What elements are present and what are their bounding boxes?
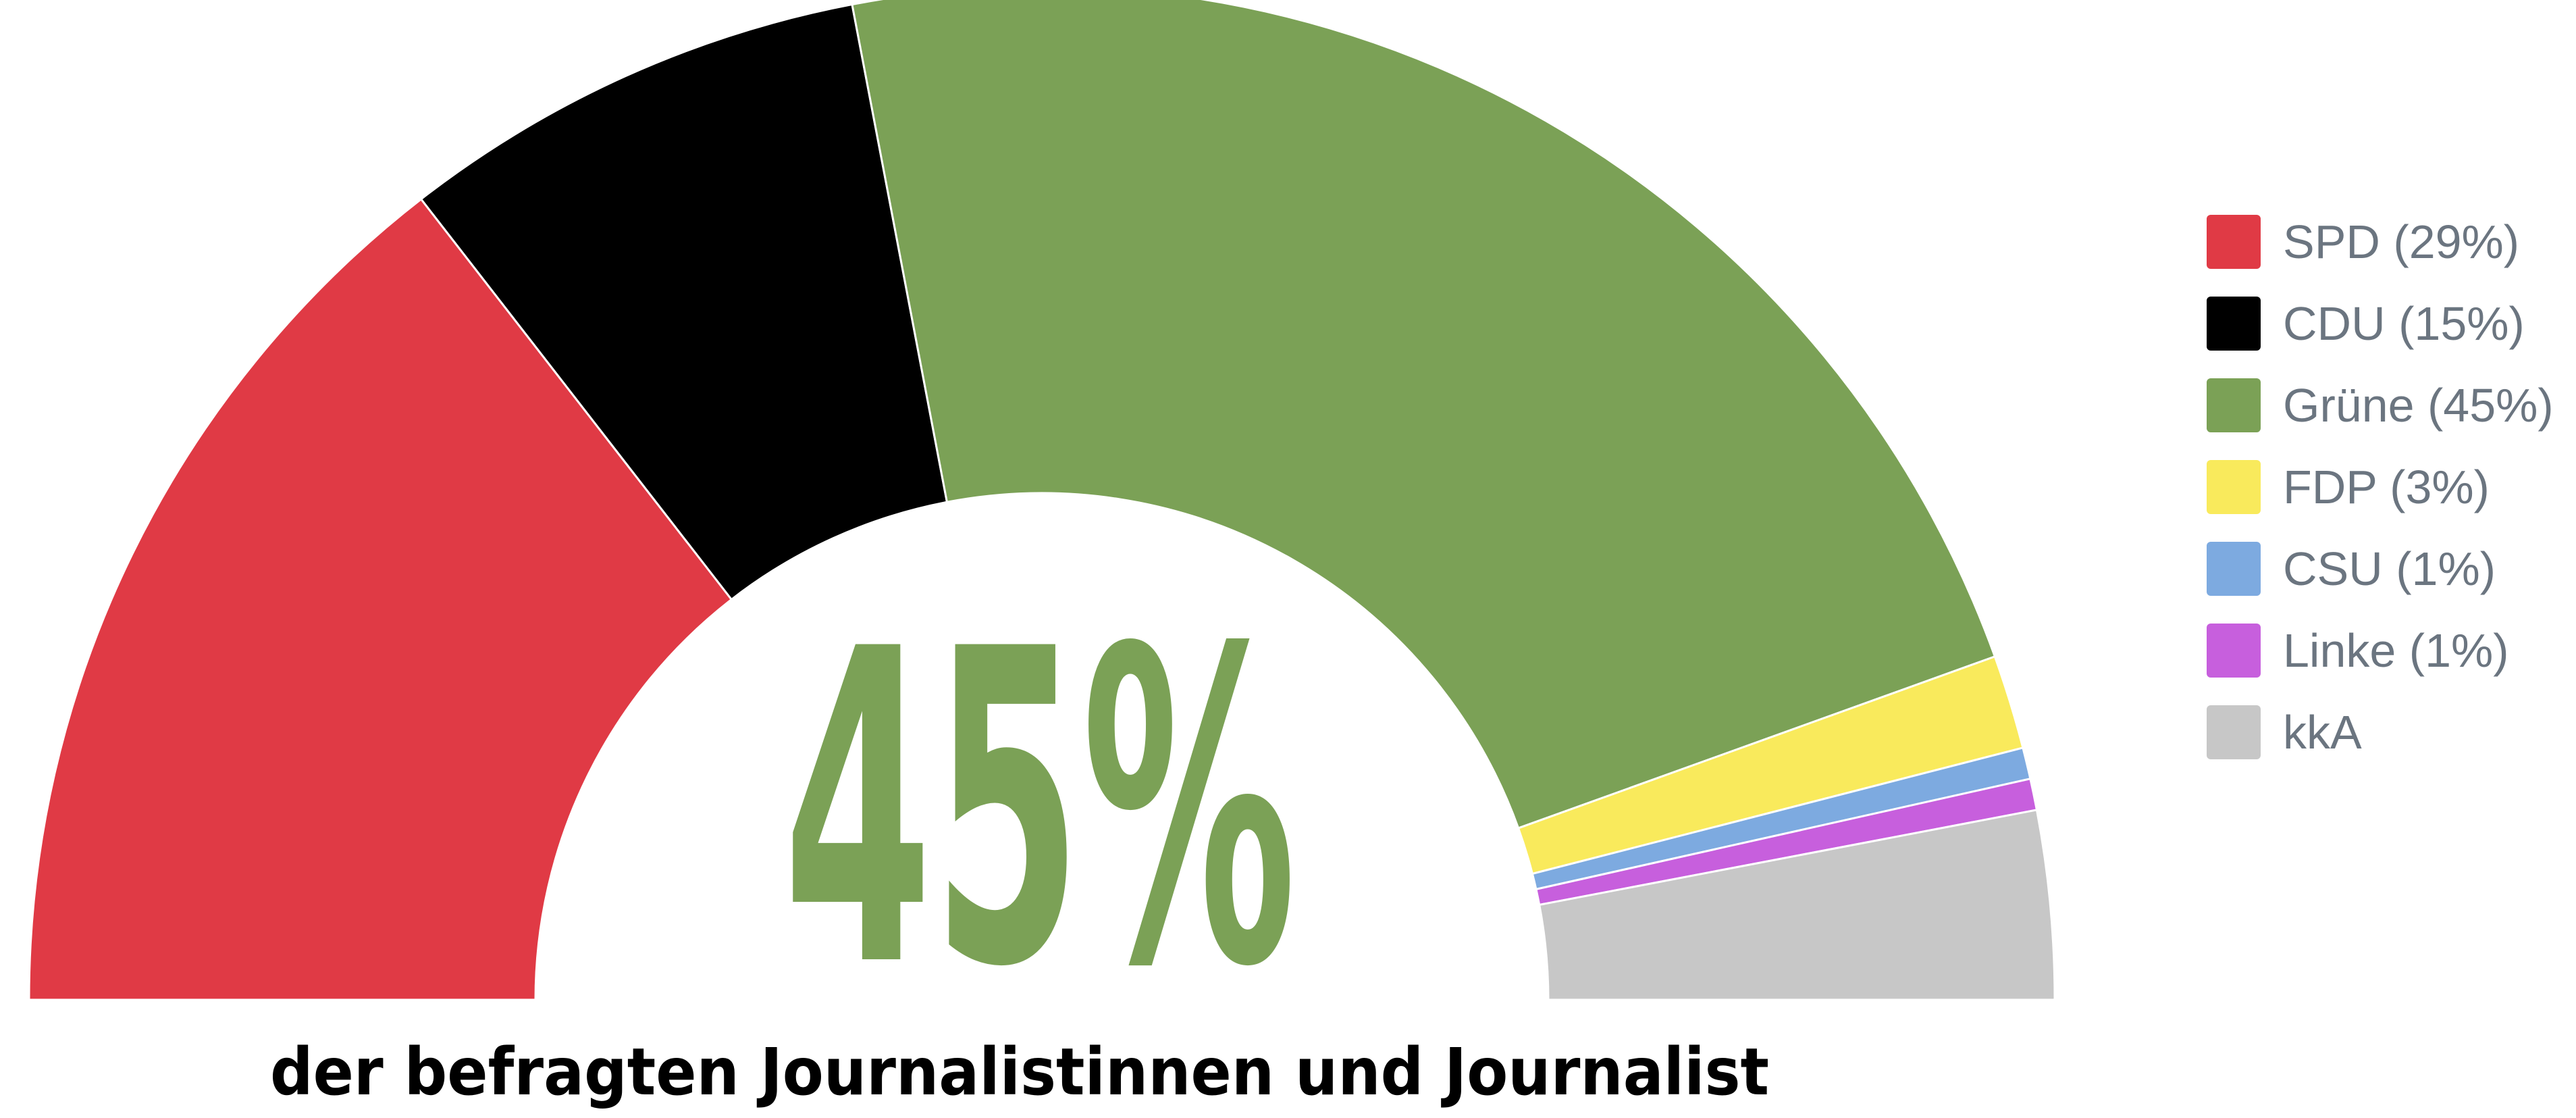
legend-swatch-grüne [2207, 378, 2261, 432]
legend-label-fdp: FDP (3%) [2283, 461, 2490, 513]
slices-group [28, 0, 2056, 1001]
slice-cdu [419, 3, 949, 601]
legend-swatch-kka [2207, 705, 2261, 759]
legend-swatch-linke [2207, 624, 2261, 678]
chart-caption: der befragten Journalistinnen und Journa… [270, 1034, 1769, 1110]
legend: SPD (29%) CDU (15%) Grüne (45%) FDP (3%) CSU… [2207, 215, 2554, 759]
slice-kka [1537, 809, 2056, 1001]
highlight-value: 45% [783, 558, 1296, 1061]
legend-label-csu: CSU (1%) [2283, 542, 2496, 595]
legend-label-cdu: CDU (15%) [2283, 297, 2525, 350]
legend-swatch-spd [2207, 215, 2261, 269]
legend-swatch-cdu [2207, 297, 2261, 351]
slice-grüne [851, 0, 1997, 830]
legend-label-linke: Linke (1%) [2283, 624, 2509, 677]
legend-swatch-csu [2207, 542, 2261, 596]
legend-label-grüne: Grüne (45%) [2283, 379, 2554, 432]
legend-swatch-fdp [2207, 460, 2261, 514]
slice-spd [28, 197, 733, 1001]
legend-label-kka: kkA [2283, 706, 2362, 759]
legend-label-spd: SPD (29%) [2283, 215, 2519, 268]
